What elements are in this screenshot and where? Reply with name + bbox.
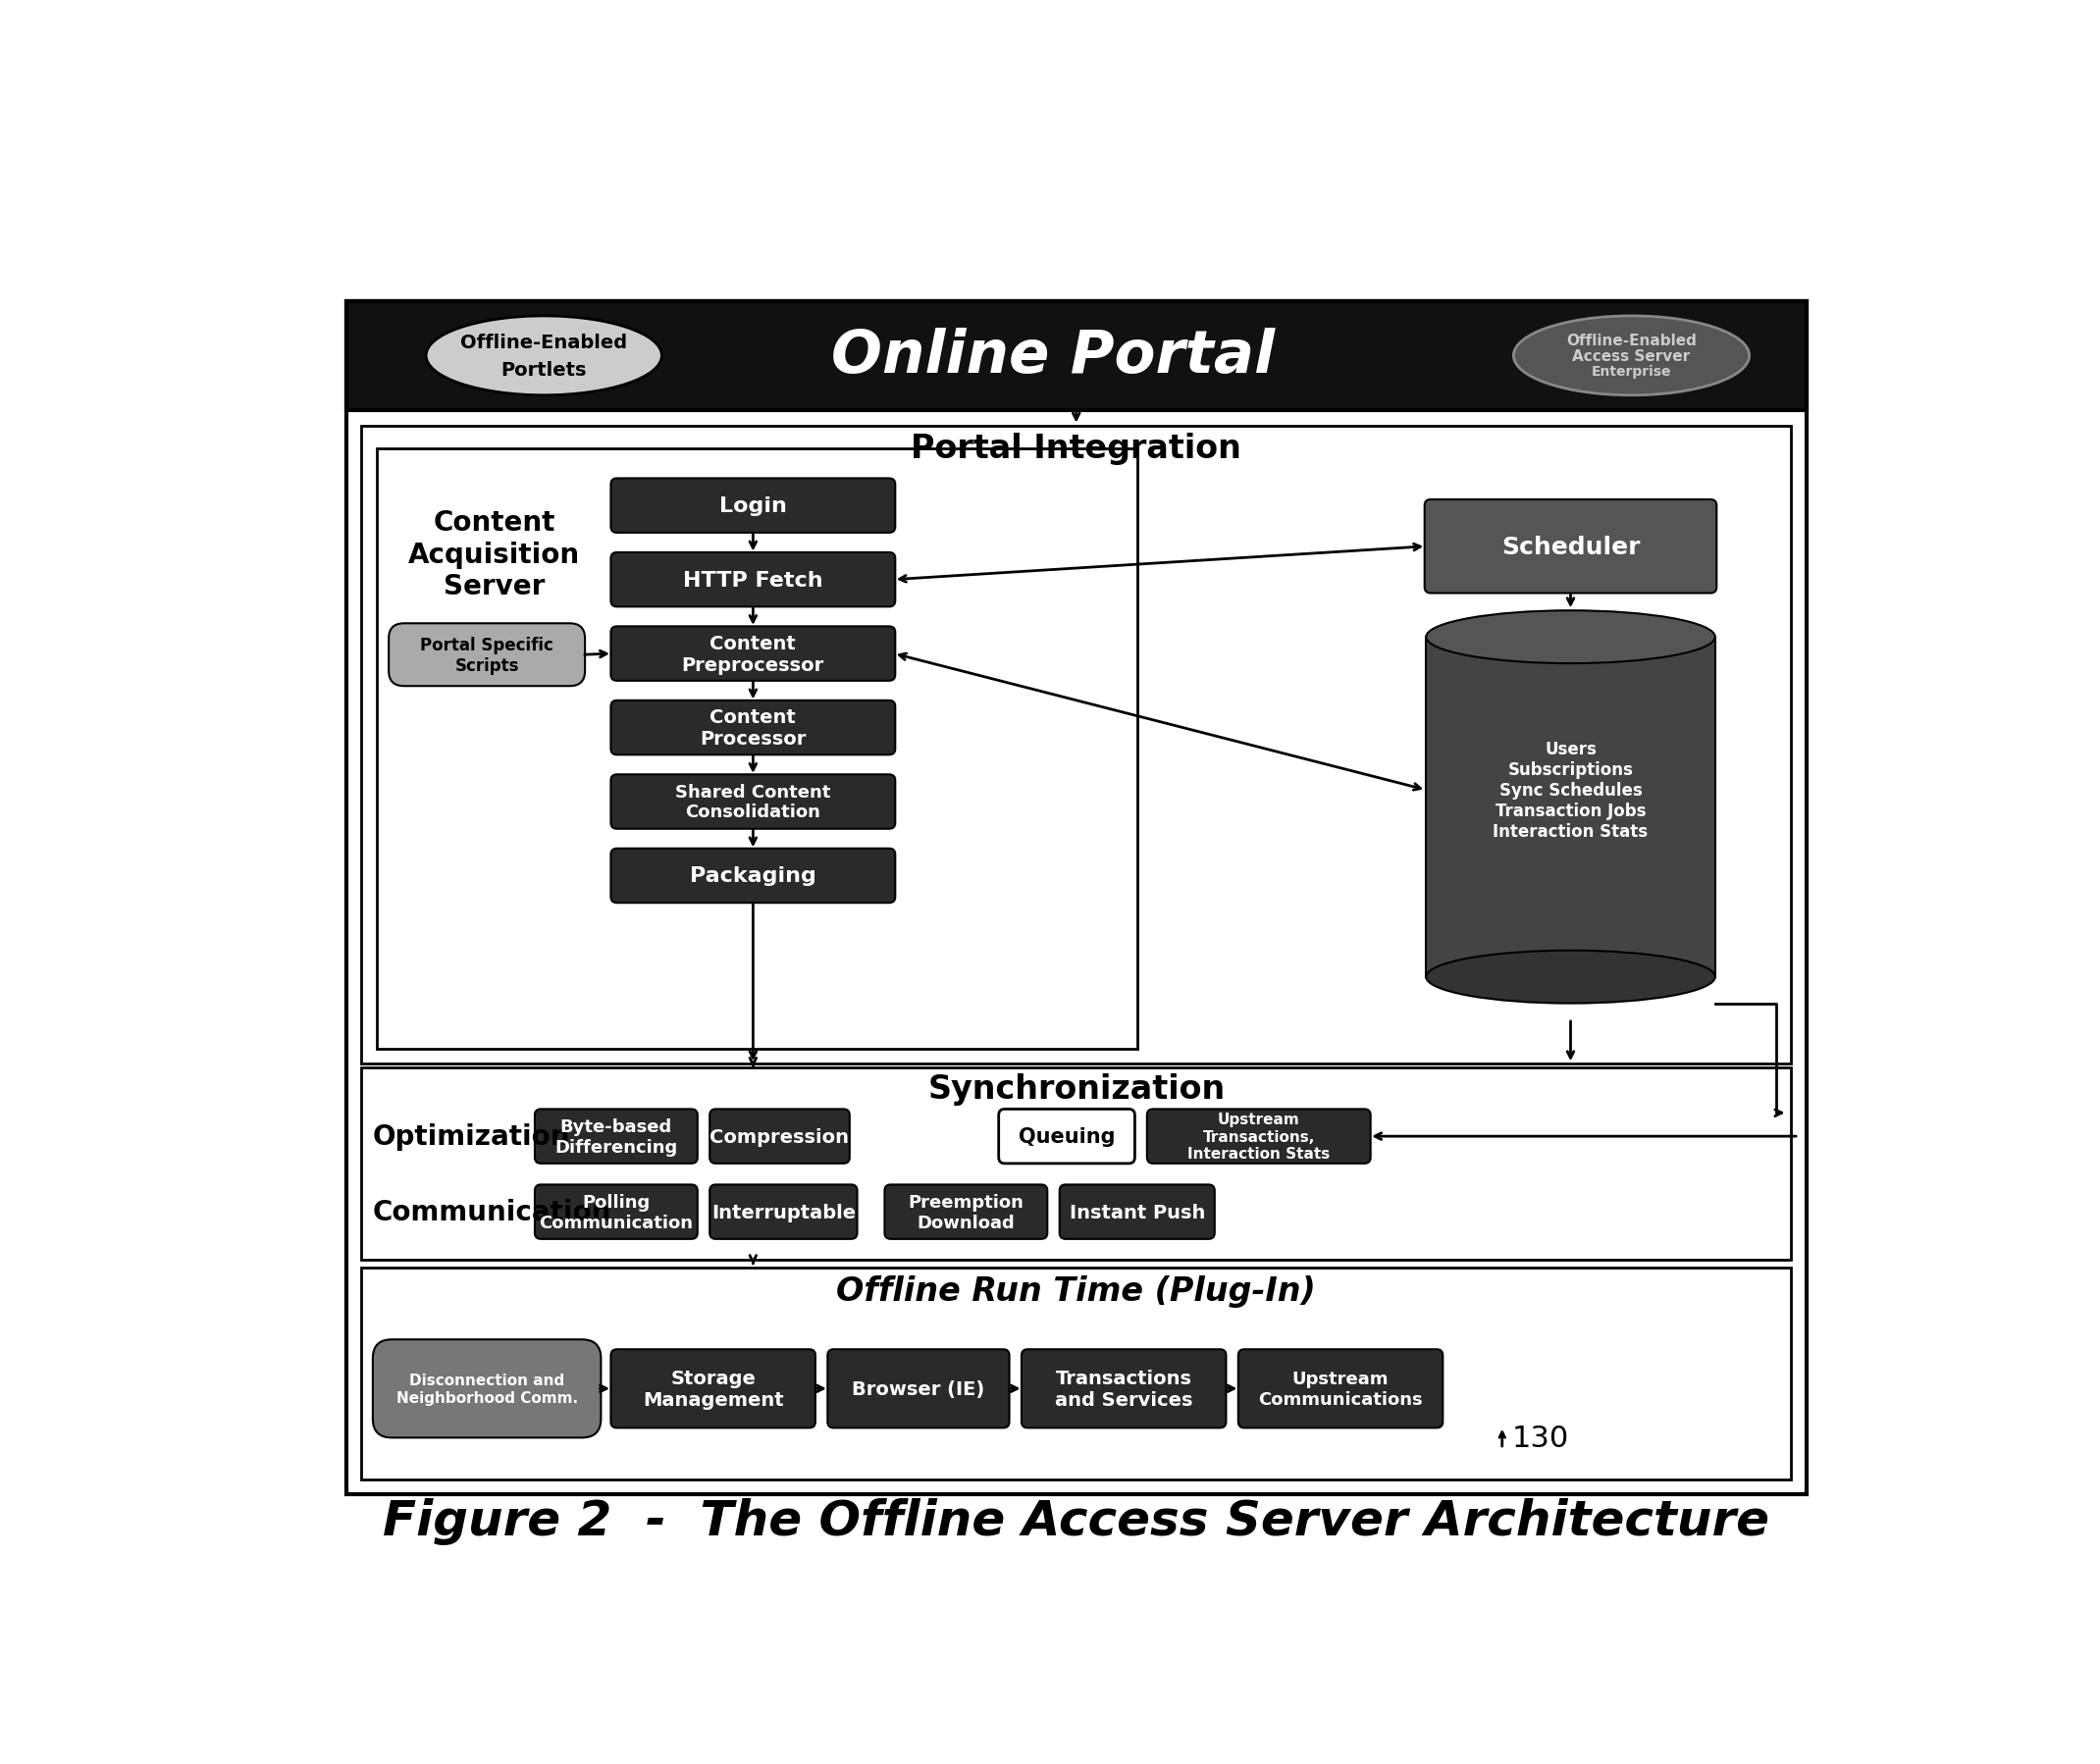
FancyBboxPatch shape: [1424, 501, 1716, 594]
FancyBboxPatch shape: [611, 626, 895, 681]
Bar: [361, 1268, 1791, 1480]
Text: Preemption
Download: Preemption Download: [907, 1192, 1025, 1231]
FancyBboxPatch shape: [611, 774, 895, 829]
Text: Instant Push: Instant Push: [1069, 1203, 1205, 1221]
Text: Queuing: Queuing: [1018, 1127, 1115, 1147]
Ellipse shape: [1514, 316, 1749, 395]
Bar: [361, 427, 1791, 1064]
Text: Optimization: Optimization: [374, 1124, 571, 1150]
Text: Content
Preprocessor: Content Preprocessor: [682, 633, 825, 674]
FancyBboxPatch shape: [1060, 1185, 1214, 1240]
Text: Packaging: Packaging: [689, 866, 817, 886]
Text: Transactions
and Services: Transactions and Services: [1054, 1369, 1193, 1409]
Ellipse shape: [426, 316, 662, 395]
Text: Portal Specific
Scripts: Portal Specific Scripts: [420, 637, 554, 674]
Ellipse shape: [1426, 610, 1716, 663]
Text: Offline-Enabled: Offline-Enabled: [460, 333, 628, 353]
Text: Users
Subscriptions
Sync Schedules
Transaction Jobs
Interaction Stats: Users Subscriptions Sync Schedules Trans…: [1493, 741, 1648, 840]
Text: Content
Processor: Content Processor: [699, 707, 806, 748]
FancyBboxPatch shape: [884, 1185, 1048, 1240]
Text: Offline-Enabled: Offline-Enabled: [1567, 333, 1697, 349]
Text: Polling
Communication: Polling Communication: [540, 1192, 693, 1231]
FancyBboxPatch shape: [388, 624, 586, 686]
Text: Access Server: Access Server: [1573, 349, 1690, 363]
FancyBboxPatch shape: [536, 1185, 697, 1240]
FancyBboxPatch shape: [611, 848, 895, 903]
FancyBboxPatch shape: [536, 1110, 697, 1164]
FancyBboxPatch shape: [710, 1185, 857, 1240]
Text: Offline Run Time (Plug-In): Offline Run Time (Plug-In): [836, 1274, 1317, 1307]
FancyBboxPatch shape: [611, 1349, 815, 1429]
Text: Browser (IE): Browser (IE): [853, 1379, 985, 1399]
Bar: [376, 448, 1136, 1050]
Text: Interruptable: Interruptable: [712, 1203, 855, 1221]
Text: Online Portal: Online Portal: [832, 328, 1275, 385]
FancyBboxPatch shape: [1021, 1349, 1226, 1429]
Bar: [361, 1067, 1791, 1261]
FancyBboxPatch shape: [710, 1110, 850, 1164]
Text: Enterprise: Enterprise: [1592, 365, 1672, 377]
FancyBboxPatch shape: [611, 700, 895, 755]
FancyBboxPatch shape: [611, 552, 895, 607]
Text: Login: Login: [718, 496, 788, 515]
Bar: [346, 302, 1806, 411]
Text: Communication: Communication: [374, 1198, 611, 1226]
Text: Scheduler: Scheduler: [1502, 534, 1640, 559]
Text: HTTP Fetch: HTTP Fetch: [682, 570, 823, 589]
Bar: [346, 302, 1806, 1494]
Text: Figure 2  -  The Offline Access Server Architecture: Figure 2 - The Offline Access Server Arc…: [382, 1498, 1770, 1545]
Text: Synchronization: Synchronization: [928, 1073, 1224, 1106]
Ellipse shape: [1426, 951, 1716, 1004]
FancyBboxPatch shape: [1239, 1349, 1443, 1429]
Text: Content
Acquisition
Server: Content Acquisition Server: [410, 510, 580, 600]
Text: 130: 130: [1512, 1424, 1569, 1452]
FancyBboxPatch shape: [611, 480, 895, 533]
Text: Upstream
Communications: Upstream Communications: [1258, 1369, 1424, 1408]
Text: Shared Content
Consolidation: Shared Content Consolidation: [676, 783, 832, 820]
Text: Storage
Management: Storage Management: [643, 1369, 783, 1409]
Text: Portal Integration: Portal Integration: [911, 432, 1241, 466]
Bar: [1426, 637, 1716, 977]
Text: Byte-based
Differencing: Byte-based Differencing: [554, 1118, 678, 1155]
FancyBboxPatch shape: [374, 1339, 601, 1438]
Text: Upstream
Transactions,
Interaction Stats: Upstream Transactions, Interaction Stats: [1186, 1111, 1329, 1161]
Text: Disconnection and
Neighborhood Comm.: Disconnection and Neighborhood Comm.: [397, 1372, 578, 1404]
Text: Compression: Compression: [710, 1127, 848, 1147]
FancyBboxPatch shape: [1147, 1110, 1371, 1164]
Text: Portlets: Portlets: [502, 360, 586, 379]
FancyBboxPatch shape: [827, 1349, 1010, 1429]
FancyBboxPatch shape: [1000, 1110, 1134, 1164]
